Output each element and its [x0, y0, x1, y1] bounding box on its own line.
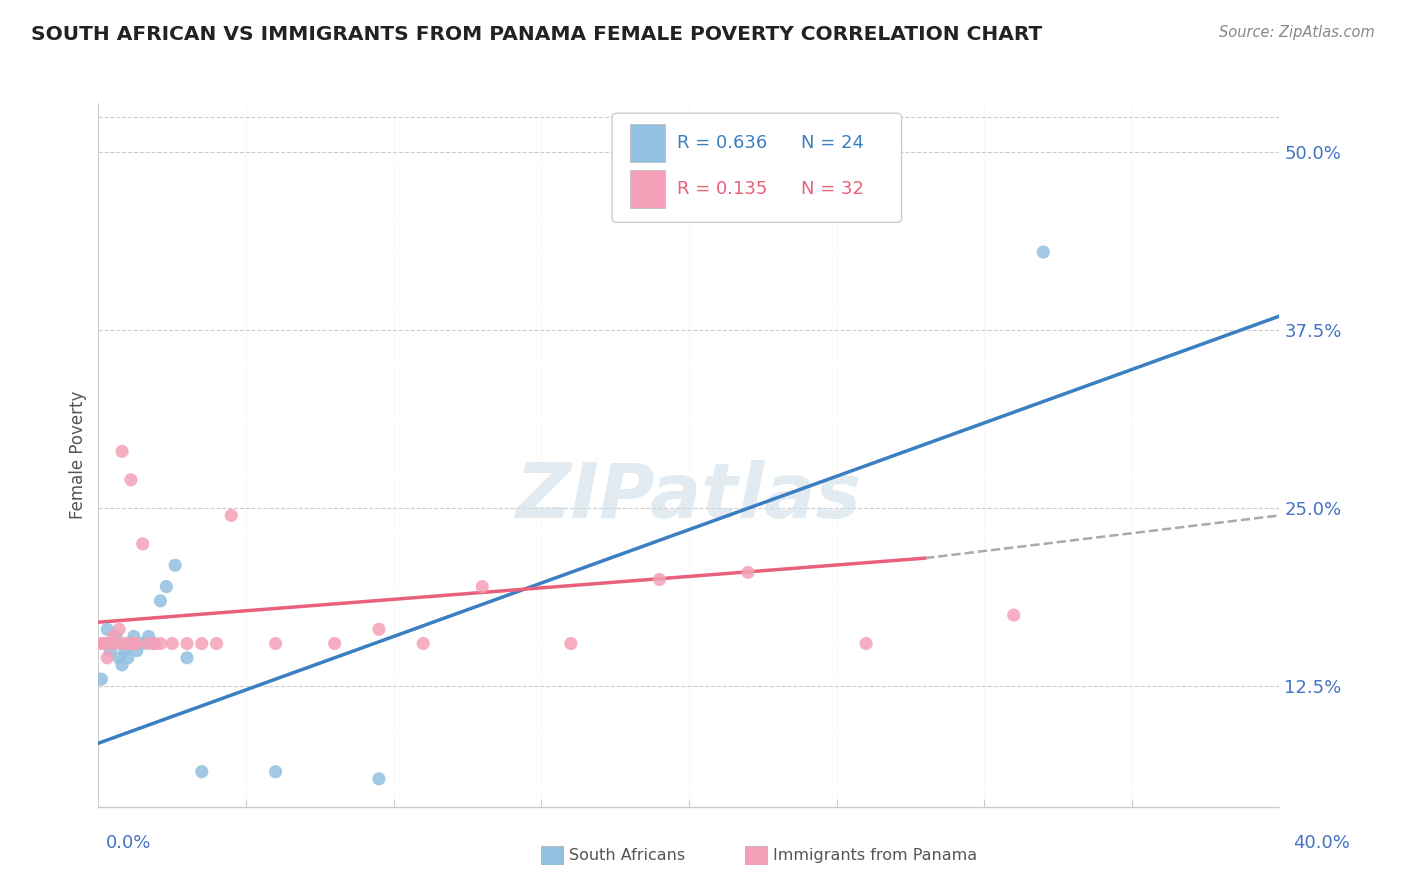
Point [323, 636, 346, 650]
Text: 40.0%: 40.0% [1294, 834, 1350, 852]
Point [855, 636, 877, 650]
Text: Immigrants from Panama: Immigrants from Panama [773, 848, 977, 863]
Point [98, 636, 121, 650]
Point [149, 594, 172, 608]
Point [93, 636, 115, 650]
Point [138, 629, 160, 643]
FancyBboxPatch shape [630, 124, 665, 162]
Point [149, 636, 172, 650]
Point [117, 650, 139, 665]
Point [93, 636, 115, 650]
Text: 0.0%: 0.0% [105, 834, 150, 852]
Point [191, 764, 214, 779]
Text: SOUTH AFRICAN VS IMMIGRANTS FROM PANAMA FEMALE POVERTY CORRELATION CHART: SOUTH AFRICAN VS IMMIGRANTS FROM PANAMA … [31, 25, 1042, 44]
Text: N = 24: N = 24 [801, 134, 865, 153]
Text: South Africans: South Africans [569, 848, 686, 863]
Point [165, 558, 187, 573]
Point [125, 643, 148, 657]
Point [176, 636, 198, 650]
Point [132, 537, 155, 551]
Point [105, 636, 128, 650]
Point [105, 629, 128, 643]
Point [368, 772, 391, 786]
Text: R = 0.636: R = 0.636 [678, 134, 768, 153]
Point [108, 650, 131, 665]
Point [90, 672, 112, 686]
Point [122, 636, 145, 650]
Point [1032, 245, 1054, 260]
Point [191, 636, 214, 650]
FancyBboxPatch shape [612, 113, 901, 222]
Point [111, 657, 134, 672]
Point [560, 636, 582, 650]
Point [122, 629, 145, 643]
Point [108, 623, 131, 637]
FancyBboxPatch shape [630, 169, 665, 209]
Point [1002, 608, 1025, 623]
Point [90, 636, 112, 650]
Point [648, 573, 671, 587]
Point [96, 623, 118, 637]
Point [264, 636, 287, 650]
Point [162, 636, 183, 650]
Point [98, 643, 121, 657]
Point [155, 580, 177, 594]
Text: R = 0.135: R = 0.135 [678, 180, 768, 198]
Point [117, 636, 139, 650]
Text: ZIPatlas: ZIPatlas [516, 460, 862, 534]
Point [120, 473, 142, 487]
Point [114, 636, 136, 650]
Text: N = 32: N = 32 [801, 180, 865, 198]
Point [264, 764, 287, 779]
Point [138, 636, 160, 650]
Point [103, 636, 125, 650]
Point [120, 636, 142, 650]
Point [111, 444, 134, 458]
Point [132, 636, 155, 650]
Point [737, 566, 759, 580]
Y-axis label: Female Poverty: Female Poverty [69, 391, 87, 519]
Point [205, 636, 228, 650]
Point [96, 650, 118, 665]
Point [368, 623, 391, 637]
Point [143, 636, 166, 650]
Point [143, 636, 166, 650]
Point [221, 508, 243, 523]
Point [103, 629, 125, 643]
Point [125, 636, 148, 650]
Point [114, 643, 136, 657]
Text: Source: ZipAtlas.com: Source: ZipAtlas.com [1219, 25, 1375, 40]
Point [176, 650, 198, 665]
Point [412, 636, 434, 650]
Point [471, 580, 494, 594]
